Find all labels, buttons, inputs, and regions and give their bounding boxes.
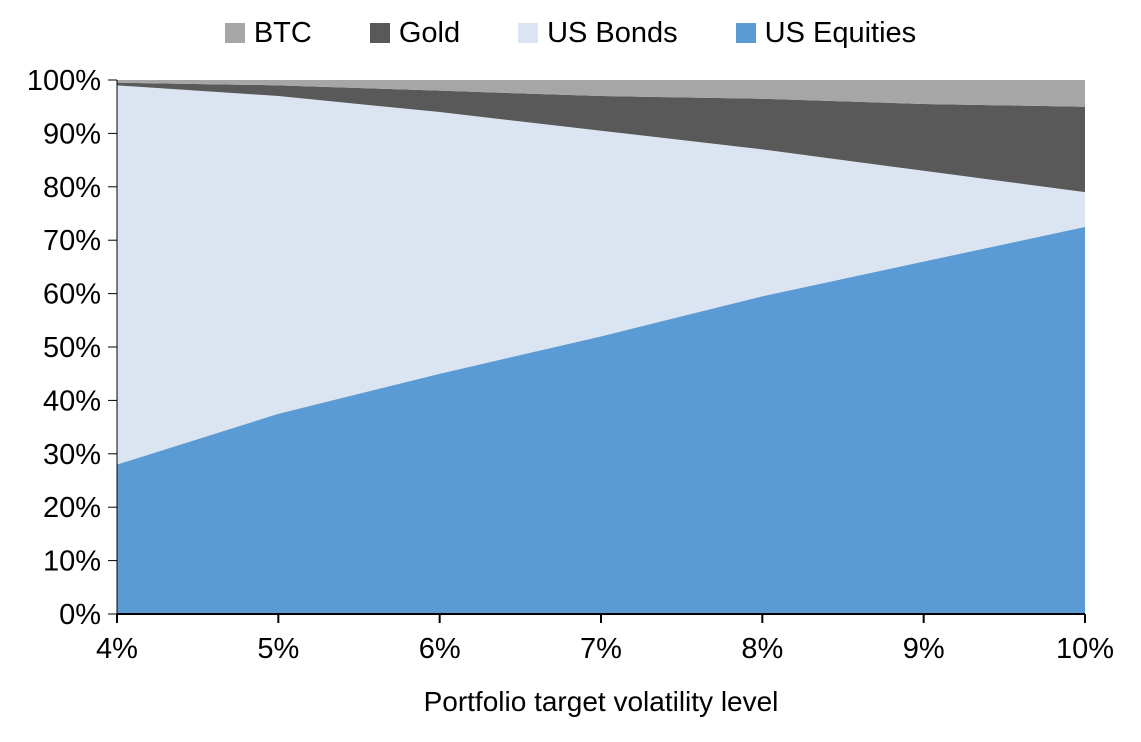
y-tick-label: 90%: [43, 118, 101, 150]
x-tick-label: 6%: [419, 633, 461, 665]
legend-swatch-icon: [735, 23, 756, 43]
legend-swatch-icon: [369, 23, 390, 43]
area-us-equities: [117, 226, 1085, 614]
x-tick-label: 4%: [96, 633, 138, 665]
x-tick-label: 8%: [741, 633, 783, 665]
legend-item-btc: BTC: [224, 16, 312, 50]
y-tick-label: 0%: [59, 599, 101, 631]
chart-legend: BTC Gold US Bonds US Equities: [0, 8, 1141, 58]
y-tick-label: 30%: [43, 439, 101, 471]
area-gold: [117, 82, 1085, 193]
x-tick-label: 10%: [1056, 633, 1114, 665]
legend-item-us-equities: US Equities: [735, 16, 917, 50]
y-tick-label: 80%: [43, 172, 101, 204]
y-tick-label: 50%: [43, 332, 101, 364]
x-tick-label: 9%: [903, 633, 945, 665]
legend-label: Gold: [398, 16, 461, 49]
legend-label: US Equities: [764, 16, 917, 49]
area-us-bonds: [117, 85, 1085, 465]
legend-swatch-icon: [518, 23, 539, 43]
area-btc: [117, 80, 1085, 107]
x-tick-label: 7%: [580, 633, 622, 665]
y-tick-label: 70%: [43, 225, 101, 257]
y-tick-label: 10%: [43, 546, 101, 578]
legend-label: BTC: [253, 16, 312, 49]
stacked-area-chart: 4% 5% 6% 7% 8% 9% 10% 0% 10% 20% 30% 40% 50% 60% 70% 80…: [27, 65, 1114, 665]
x-tick-label: 5%: [257, 633, 299, 665]
legend-item-us-bonds: US Bonds: [518, 17, 678, 50]
legend-label: US Bonds: [547, 16, 678, 49]
y-tick-label: 40%: [43, 385, 101, 417]
y-tick-label: 20%: [43, 492, 101, 524]
y-tick-label: 100%: [27, 65, 101, 97]
legend-swatch-icon: [224, 23, 245, 43]
y-tick-label: 60%: [43, 279, 101, 311]
legend-item-gold: Gold: [369, 16, 461, 50]
x-axis-title: Portfolio target volatility level: [423, 686, 779, 717]
